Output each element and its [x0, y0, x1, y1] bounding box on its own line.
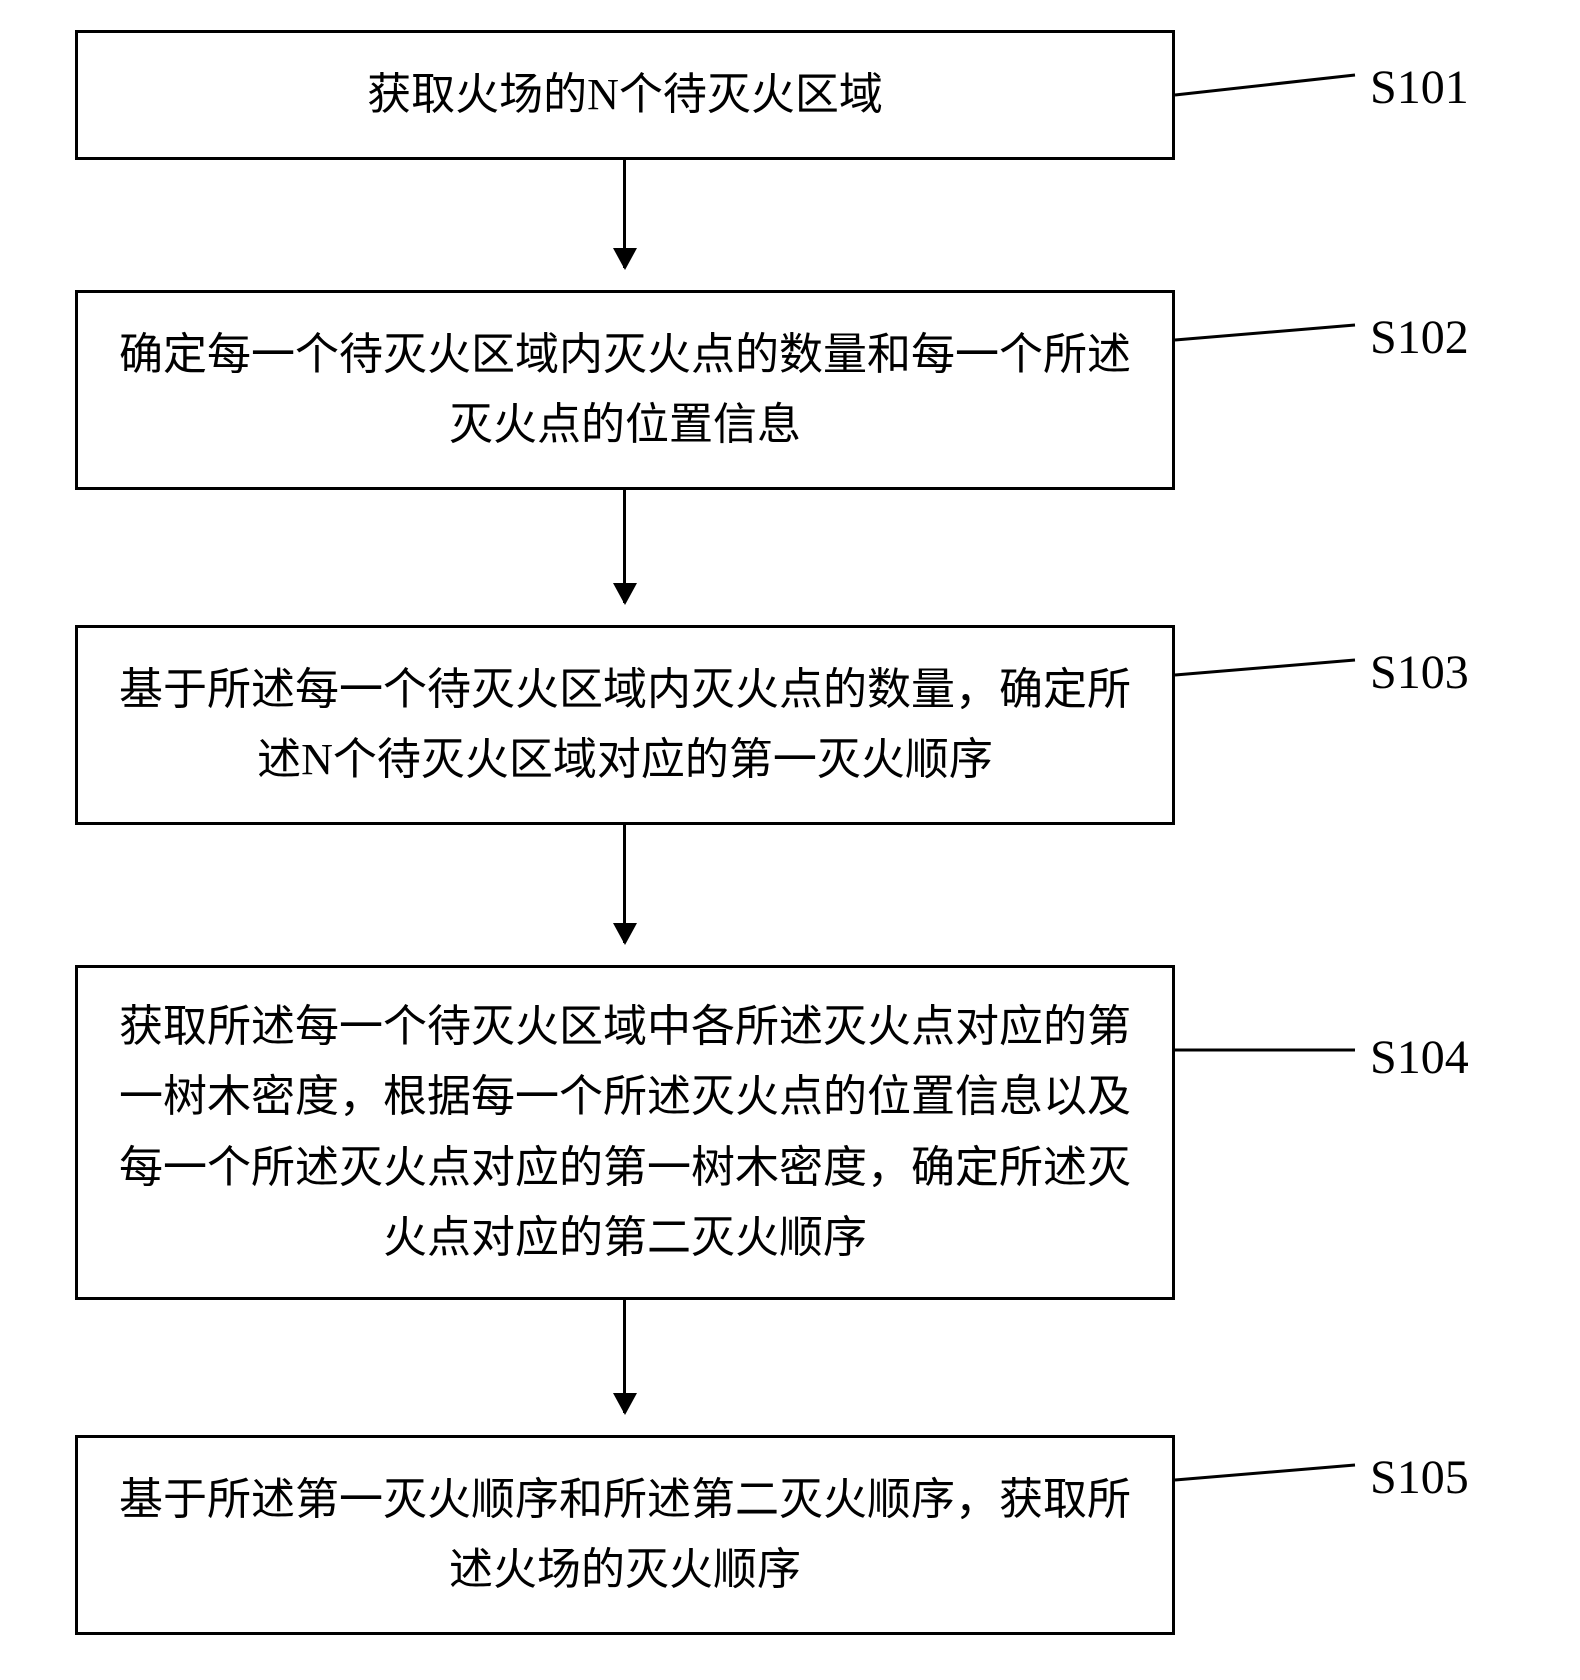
- step-label-3: S103: [1370, 645, 1469, 700]
- connector-3: [1175, 645, 1370, 695]
- connector-5: [1175, 1455, 1370, 1505]
- arrow-4-5: [623, 1300, 626, 1413]
- step-box-3: 基于所述每一个待灭火区域内灭火点的数量，确定所述N个待灭火区域对应的第一灭火顺序: [75, 625, 1175, 825]
- connector-1: [1175, 60, 1370, 110]
- step-label-5: S105: [1370, 1450, 1469, 1505]
- step-text-4: 获取所述每一个待灭火区域中各所述灭火点对应的第一树木密度，根据每一个所述灭火点的…: [108, 992, 1142, 1274]
- step-text-1: 获取火场的N个待灭火区域: [367, 60, 883, 130]
- connector-4: [1175, 1040, 1370, 1060]
- step-box-1: 获取火场的N个待灭火区域: [75, 30, 1175, 160]
- step-label-1: S101: [1370, 60, 1469, 115]
- arrow-3-4: [623, 825, 626, 943]
- arrow-1-2: [623, 160, 626, 268]
- step-box-5: 基于所述第一灭火顺序和所述第二灭火顺序，获取所述火场的灭火顺序: [75, 1435, 1175, 1635]
- step-text-5: 基于所述第一灭火顺序和所述第二灭火顺序，获取所述火场的灭火顺序: [108, 1465, 1142, 1606]
- step-text-3: 基于所述每一个待灭火区域内灭火点的数量，确定所述N个待灭火区域对应的第一灭火顺序: [108, 655, 1142, 796]
- step-label-2: S102: [1370, 310, 1469, 365]
- flowchart-container: 获取火场的N个待灭火区域 S101 确定每一个待灭火区域内灭火点的数量和每一个所…: [0, 0, 1580, 1680]
- connector-2: [1175, 310, 1370, 360]
- arrow-2-3: [623, 490, 626, 603]
- step-text-2: 确定每一个待灭火区域内灭火点的数量和每一个所述灭火点的位置信息: [108, 320, 1142, 461]
- step-label-4: S104: [1370, 1030, 1469, 1085]
- step-box-4: 获取所述每一个待灭火区域中各所述灭火点对应的第一树木密度，根据每一个所述灭火点的…: [75, 965, 1175, 1300]
- step-box-2: 确定每一个待灭火区域内灭火点的数量和每一个所述灭火点的位置信息: [75, 290, 1175, 490]
